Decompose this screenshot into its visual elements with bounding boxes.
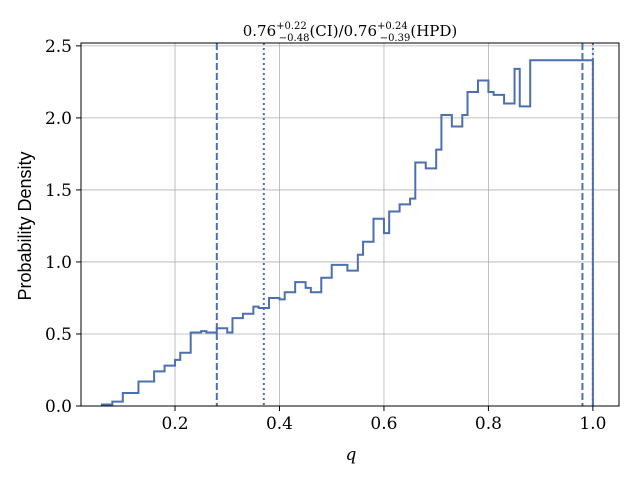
x-tick-label: 0.2 (161, 414, 188, 434)
y-tick-label: 2.0 (45, 109, 72, 129)
title-hpd-value: 0.76 (344, 22, 377, 40)
title-separator: / (339, 22, 345, 40)
x-axis-ticks: 0.2 0.4 0.6 0.8 1.0 (161, 406, 606, 434)
x-tick-label: 0.4 (266, 414, 293, 434)
title-ci-minus: −0.48 (279, 33, 310, 44)
histogram-step-line (100, 59, 594, 406)
y-axis-label: Probability Density (15, 151, 35, 300)
title-ci-plus: +0.22 (276, 21, 307, 32)
y-tick-label: 1.0 (45, 253, 72, 273)
x-axis-label: q (346, 445, 357, 465)
x-tick-label: 0.8 (475, 414, 502, 434)
chart-title: 0.76+0.22 −0.48(CI)/0.76+0.24 −0.39(HPD) (243, 21, 458, 44)
interval-lines (215, 43, 594, 406)
title-hpd-minus: −0.39 (380, 33, 411, 44)
y-tick-label: 1.5 (45, 181, 72, 201)
title-hpd-tag: (HPD) (410, 22, 457, 40)
grid-layer (81, 43, 619, 407)
y-tick-label: 0.5 (45, 325, 72, 345)
y-axis-ticks: 0.0 0.5 1.0 1.5 2.0 2.5 (45, 37, 81, 417)
title-ci-value: 0.76 (243, 22, 276, 40)
y-tick-label: 0.0 (45, 397, 72, 417)
plot-frame (80, 42, 620, 407)
x-tick-label: 0.6 (370, 414, 397, 434)
y-tick-label: 2.5 (45, 37, 72, 57)
title-ci-tag: (CI) (309, 22, 338, 40)
title-hpd-plus: +0.24 (377, 21, 408, 32)
x-tick-label: 1.0 (579, 414, 606, 434)
